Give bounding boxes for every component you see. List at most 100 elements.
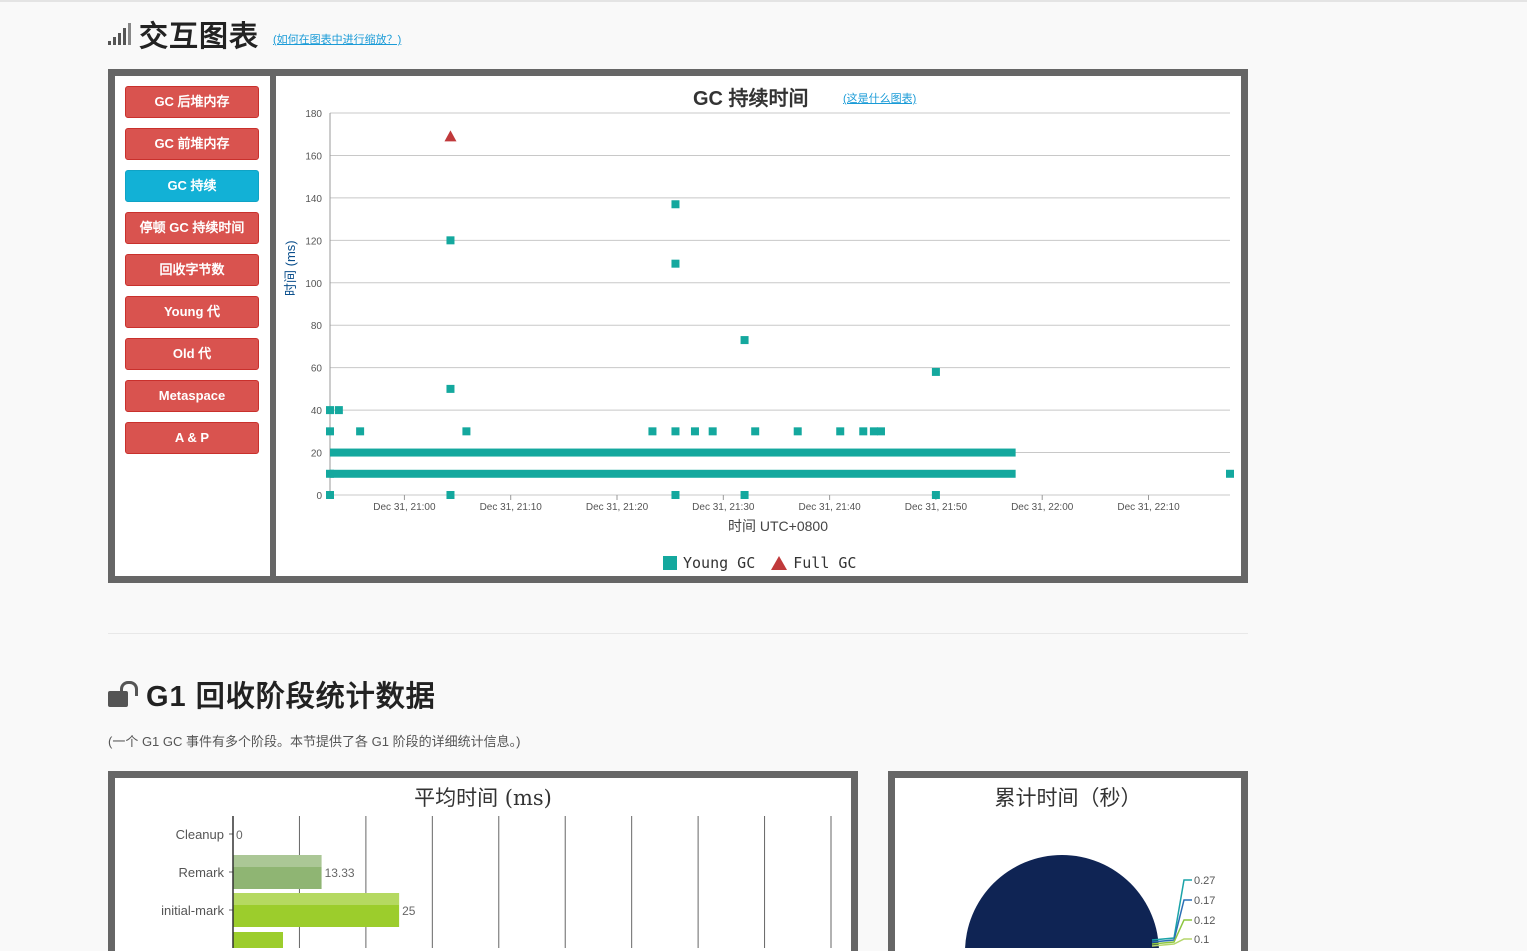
avg-time-bar bbox=[233, 855, 322, 889]
young-gc-point[interactable] bbox=[446, 491, 455, 499]
young-gc-point[interactable] bbox=[836, 427, 845, 436]
bar-value-label: 13.33 bbox=[325, 866, 355, 880]
young-gc-point[interactable] bbox=[326, 406, 334, 415]
signal-bars-icon bbox=[108, 23, 131, 45]
young-gc-point[interactable] bbox=[931, 491, 940, 499]
chart-help-link[interactable]: (这是什么图表) bbox=[843, 93, 917, 105]
y-tick-label: 40 bbox=[311, 406, 323, 417]
section-title: G1 回收阶段统计数据 bbox=[146, 681, 436, 713]
young-gc-point[interactable] bbox=[334, 406, 343, 415]
section-title: 交互图表 bbox=[139, 21, 260, 53]
bar-category-label: initial-mark bbox=[161, 903, 224, 918]
total-time-panel: 累计时间（秒） 0.27 0.17 0.12 0.1 bbox=[888, 771, 1248, 951]
y-tick-label: 120 bbox=[305, 236, 322, 247]
young-gc-band bbox=[330, 469, 1016, 478]
zoom-help-link[interactable]: (如何在图表中进行缩放？) bbox=[273, 34, 402, 46]
legend-full-gc[interactable]: Full GC bbox=[793, 554, 857, 572]
section-divider bbox=[108, 633, 1248, 634]
x-tick-label: Dec 31, 21:00 bbox=[373, 502, 436, 513]
avg-time-bar bbox=[233, 893, 400, 927]
young-gc-point[interactable] bbox=[462, 427, 471, 436]
chart-option-button[interactable]: Old 代 bbox=[125, 338, 259, 370]
section-g1-phases-header: G1 回收阶段统计数据 bbox=[108, 673, 436, 715]
young-gc-point[interactable] bbox=[671, 427, 680, 436]
young-gc-legend-marker bbox=[663, 556, 677, 570]
avg-time-bar-chart: Cleanup 0 Remark 13.33 initial-mark 25 bbox=[161, 816, 832, 948]
young-gc-point[interactable] bbox=[671, 259, 680, 268]
chart-option-button[interactable]: 停顿 GC 持续时间 bbox=[125, 212, 259, 244]
young-gc-point[interactable] bbox=[326, 491, 334, 499]
pie-slice-label: 0.17 bbox=[1194, 895, 1215, 907]
chart-option-button[interactable]: GC 持续 bbox=[125, 170, 259, 202]
x-tick-label: Dec 31, 21:50 bbox=[905, 502, 968, 513]
young-gc-point[interactable] bbox=[859, 427, 868, 436]
young-gc-point[interactable] bbox=[671, 200, 680, 209]
pie-slice-label: 0.12 bbox=[1194, 915, 1215, 927]
pie-leader-line bbox=[1151, 899, 1192, 943]
chart-option-button[interactable]: Young 代 bbox=[125, 296, 259, 328]
chart-option-button[interactable]: Metaspace bbox=[125, 380, 259, 412]
chart-option-button[interactable]: 回收字节数 bbox=[125, 254, 259, 286]
y-tick-label: 80 bbox=[311, 321, 323, 332]
x-tick-label: Dec 31, 21:30 bbox=[692, 502, 755, 513]
bar-highlight bbox=[233, 893, 400, 905]
y-tick-label: 20 bbox=[311, 449, 323, 460]
chart-option-button[interactable]: GC 前堆内存 bbox=[125, 128, 259, 160]
x-tick-label: Dec 31, 21:20 bbox=[586, 502, 649, 513]
y-tick-label: 140 bbox=[305, 194, 322, 205]
y-tick-label: 60 bbox=[311, 364, 323, 375]
bar-value-label: 25 bbox=[402, 904, 416, 918]
young-gc-point[interactable] bbox=[648, 427, 657, 436]
young-gc-point[interactable] bbox=[931, 367, 940, 376]
young-gc-point[interactable] bbox=[740, 491, 749, 499]
avg-time-panel: 平均时间 (ms) Cleanup 0 Remark 13.33 initial-mar… bbox=[108, 771, 858, 951]
avg-time-chart-title: 平均时间 (ms) bbox=[414, 786, 552, 810]
chart-option-button[interactable]: GC 后堆内存 bbox=[125, 86, 259, 118]
young-gc-point[interactable] bbox=[671, 491, 680, 499]
gc-scatter-plot[interactable]: 0 20 40 60 80 100 120 140 160 180 Dec 31, 21:00 Dec… bbox=[276, 76, 1241, 546]
pie-leader-line bbox=[1151, 879, 1192, 941]
bar-value-label: 0 bbox=[236, 828, 243, 842]
young-gc-point[interactable] bbox=[876, 427, 885, 436]
full-gc-point[interactable] bbox=[444, 130, 457, 142]
young-gc-point[interactable] bbox=[751, 427, 760, 436]
young-gc-point[interactable] bbox=[740, 336, 749, 345]
chart-selector-sidebar: GC 后堆内存 GC 前堆内存 GC 持续停顿 GC 持续时间 回收字节数 Young … bbox=[115, 76, 270, 576]
gc-duration-chart: GC 持续时间 (这是什么图表) 时间 (ms) 0 20 40 60 80 100 120… bbox=[276, 76, 1241, 576]
young-gc-point[interactable] bbox=[1226, 469, 1234, 478]
young-gc-band bbox=[330, 448, 1016, 457]
x-axis-label: 时间 UTC+0800 bbox=[728, 518, 828, 534]
bar-category-label: Remark bbox=[178, 865, 224, 880]
chart-option-button[interactable]: A & P bbox=[125, 422, 259, 454]
bar-highlight bbox=[233, 855, 322, 867]
total-time-chart-title: 累计时间（秒） bbox=[994, 786, 1142, 810]
full-gc-legend-marker bbox=[771, 556, 788, 570]
x-tick-label: Dec 31, 22:00 bbox=[1011, 502, 1074, 513]
young-gc-point[interactable] bbox=[446, 236, 455, 245]
x-tick-label: Dec 31, 21:40 bbox=[798, 502, 861, 513]
chart-legend: Young GC Full GC bbox=[663, 554, 856, 572]
young-gc-point[interactable] bbox=[446, 384, 455, 393]
pie-slice-main[interactable] bbox=[965, 855, 1159, 948]
unlock-icon bbox=[108, 679, 138, 709]
y-tick-label: 0 bbox=[316, 491, 322, 502]
x-tick-label: Dec 31, 22:10 bbox=[1117, 502, 1180, 513]
interactive-chart-panel: GC 后堆内存 GC 前堆内存 GC 持续停顿 GC 持续时间 回收字节数 Young … bbox=[108, 69, 1248, 583]
bar-category-label: Cleanup bbox=[176, 827, 224, 842]
young-gc-point[interactable] bbox=[326, 469, 334, 478]
x-tick-label: Dec 31, 21:10 bbox=[480, 502, 543, 513]
y-tick-label: 160 bbox=[305, 151, 322, 162]
y-tick-label: 100 bbox=[305, 279, 322, 290]
y-tick-label: 180 bbox=[305, 109, 322, 120]
young-gc-point[interactable] bbox=[708, 427, 717, 436]
total-time-pie-chart: 0.27 0.17 0.12 0.1 bbox=[965, 855, 1215, 948]
young-gc-point[interactable] bbox=[356, 427, 365, 436]
young-gc-point[interactable] bbox=[793, 427, 802, 436]
pie-slice-label: 0.27 bbox=[1194, 875, 1215, 887]
young-gc-point[interactable] bbox=[690, 427, 699, 436]
young-gc-point[interactable] bbox=[326, 427, 334, 436]
legend-young-gc[interactable]: Young GC bbox=[683, 554, 756, 572]
top-border bbox=[0, 0, 1527, 2]
young-gc-point[interactable] bbox=[869, 427, 878, 436]
pie-slice-label: 0.1 bbox=[1194, 934, 1209, 946]
